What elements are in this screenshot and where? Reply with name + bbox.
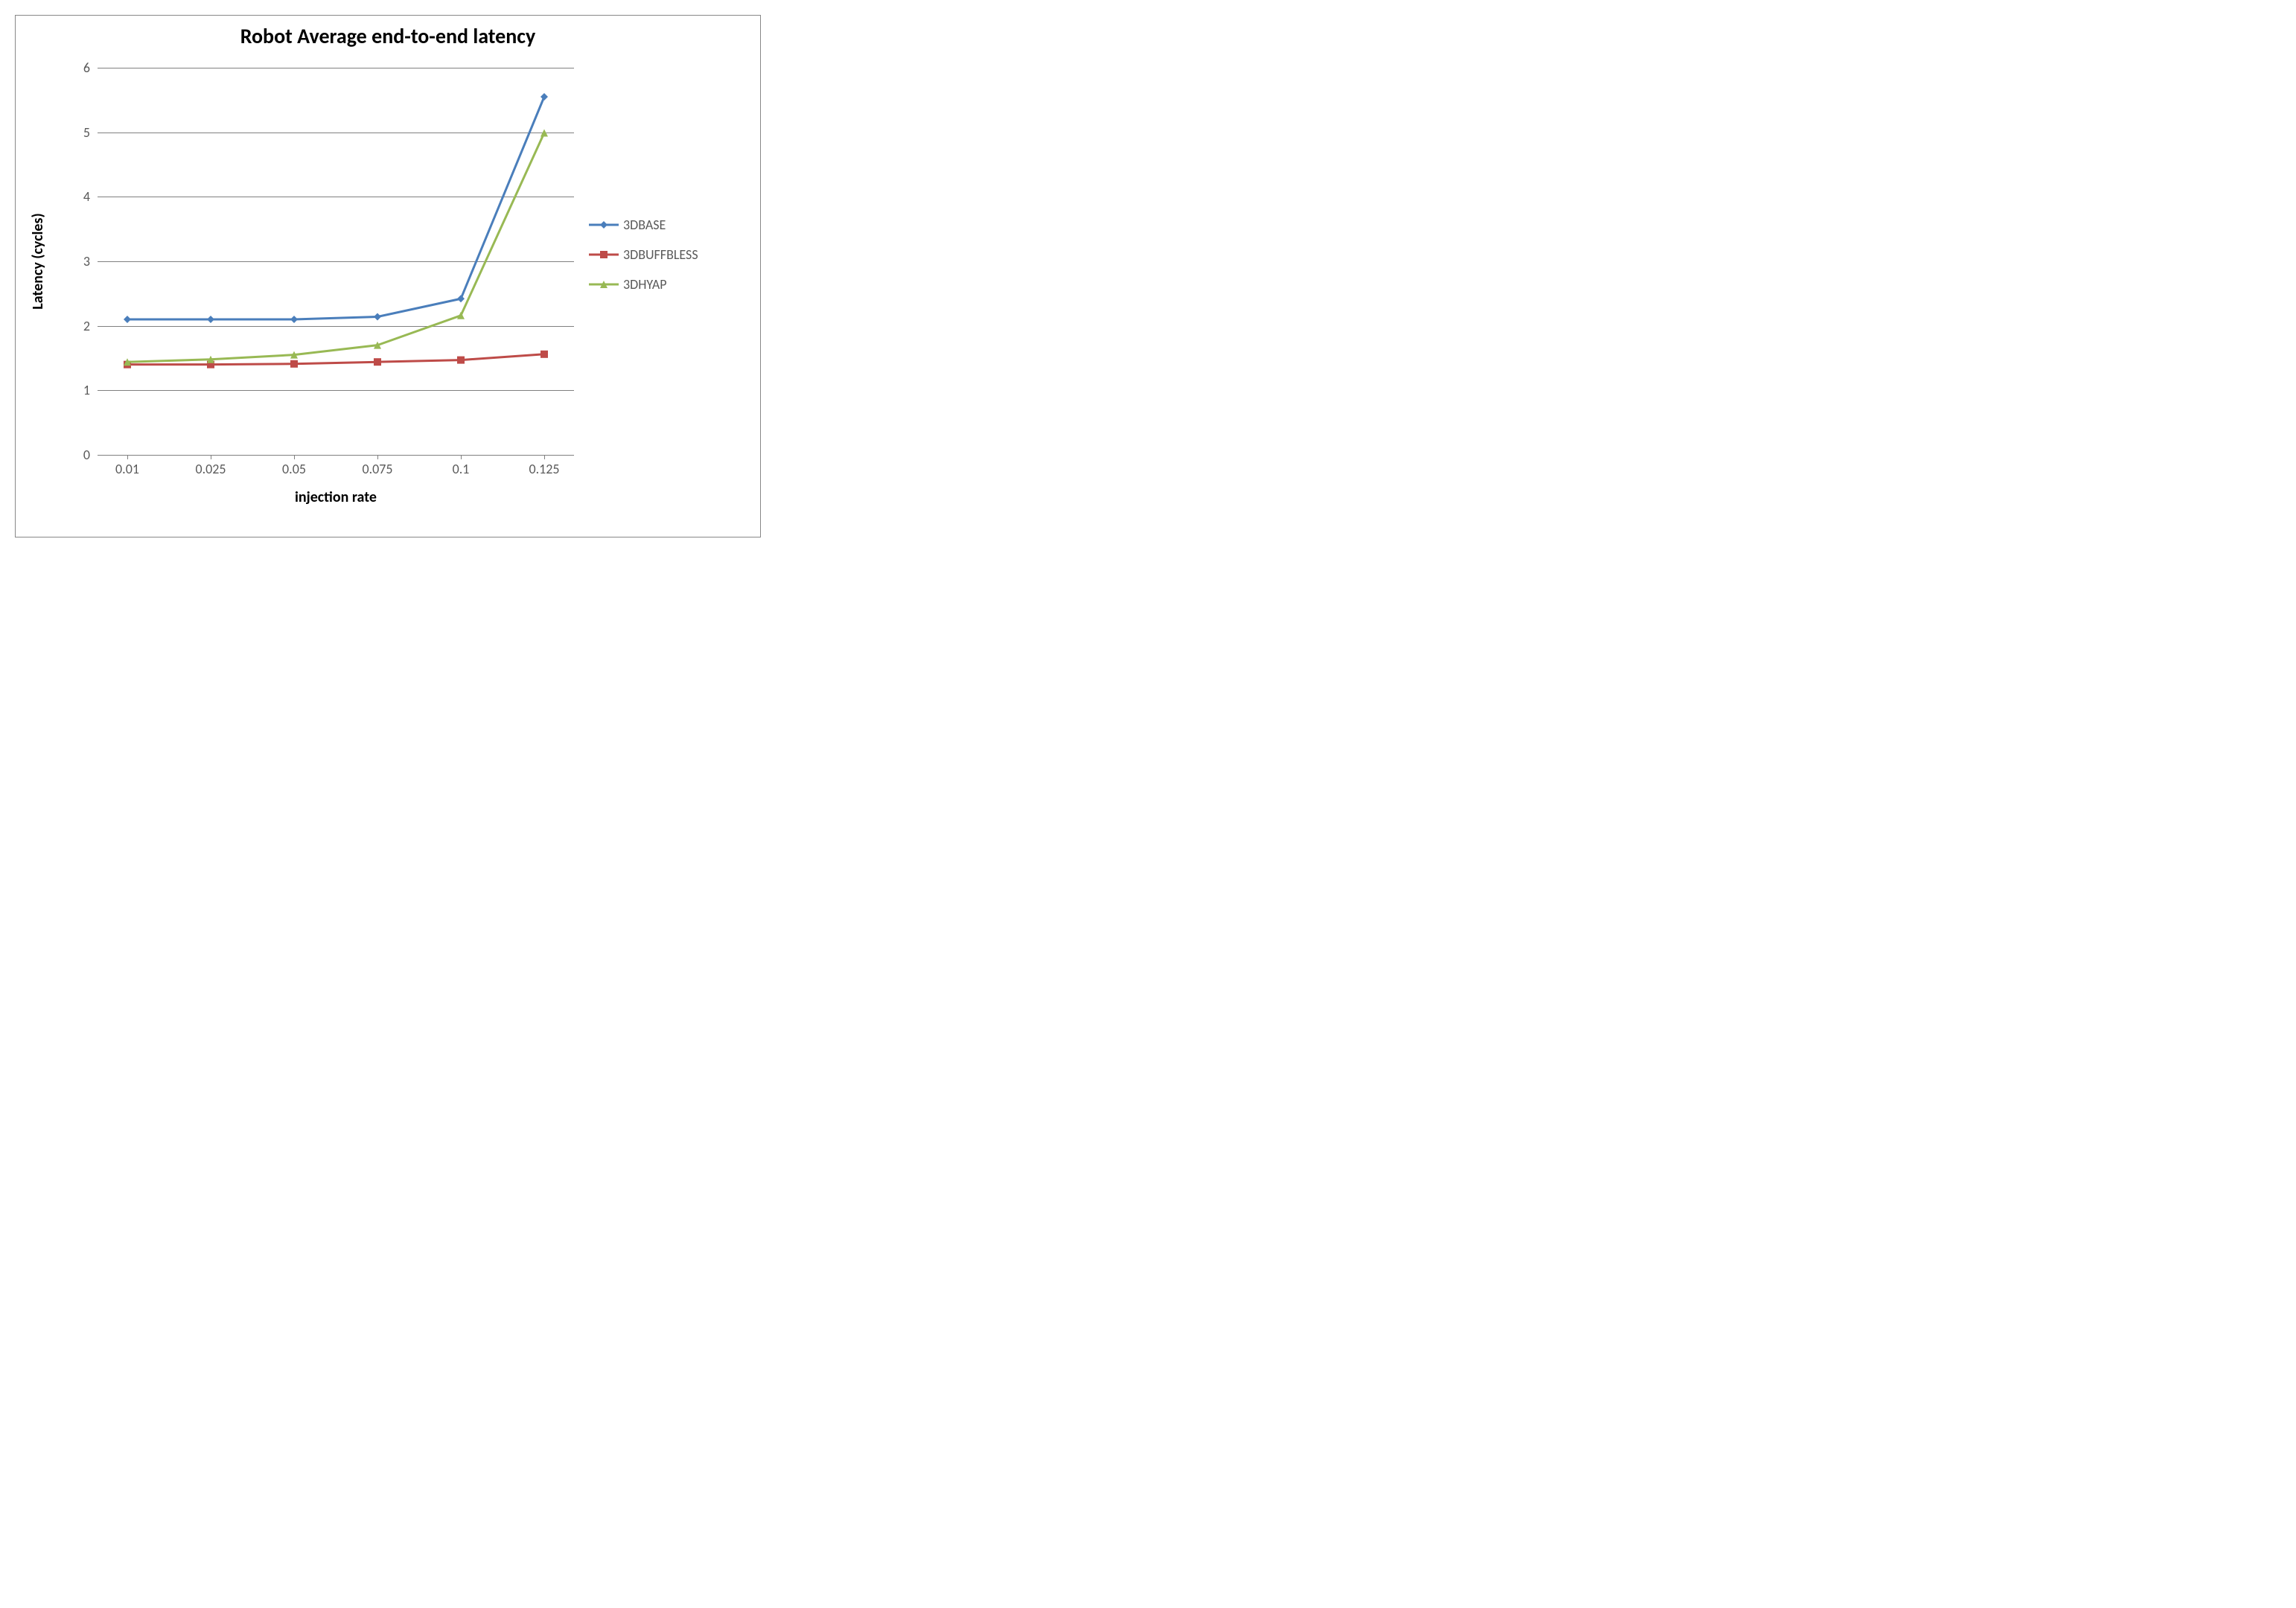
y-tick-label: 3 bbox=[83, 253, 98, 269]
legend-item: 3DBASE bbox=[589, 217, 698, 233]
x-tick-label: 0.1 bbox=[453, 455, 470, 477]
legend-label: 3DBUFFBLESS bbox=[623, 246, 698, 263]
legend-swatch bbox=[589, 277, 619, 292]
y-tick-label: 5 bbox=[83, 124, 98, 141]
y-tick-label: 0 bbox=[83, 447, 98, 463]
x-tick-label: 0.125 bbox=[529, 455, 559, 477]
x-tick-label: 0.01 bbox=[115, 455, 139, 477]
legend-label: 3DHYAP bbox=[623, 276, 667, 293]
y-tick-label: 4 bbox=[83, 188, 98, 205]
legend-swatch bbox=[589, 247, 619, 262]
chart-title: Robot Average end-to-end latency bbox=[16, 16, 760, 49]
legend-swatch bbox=[589, 217, 619, 232]
y-tick-label: 6 bbox=[83, 60, 98, 76]
x-tick-label: 0.025 bbox=[195, 455, 226, 477]
y-axis-title: Latency (cycles) bbox=[29, 213, 47, 309]
plot-area: 01234560.010.0250.050.0750.10.125 bbox=[98, 68, 574, 455]
y-tick-label: 1 bbox=[83, 382, 98, 398]
legend: 3DBASE 3DBUFFBLESS 3DHYAP bbox=[589, 217, 698, 306]
x-axis-title: injection rate bbox=[295, 488, 377, 506]
series-3dhyap bbox=[98, 68, 574, 455]
y-tick-label: 2 bbox=[83, 318, 98, 334]
legend-item: 3DHYAP bbox=[589, 276, 698, 293]
chart-container: Robot Average end-to-end latency 0123456… bbox=[15, 15, 761, 537]
legend-label: 3DBASE bbox=[623, 217, 666, 233]
x-tick-label: 0.05 bbox=[282, 455, 306, 477]
gridline bbox=[98, 455, 574, 456]
legend-item: 3DBUFFBLESS bbox=[589, 246, 698, 263]
x-tick-label: 0.075 bbox=[362, 455, 392, 477]
